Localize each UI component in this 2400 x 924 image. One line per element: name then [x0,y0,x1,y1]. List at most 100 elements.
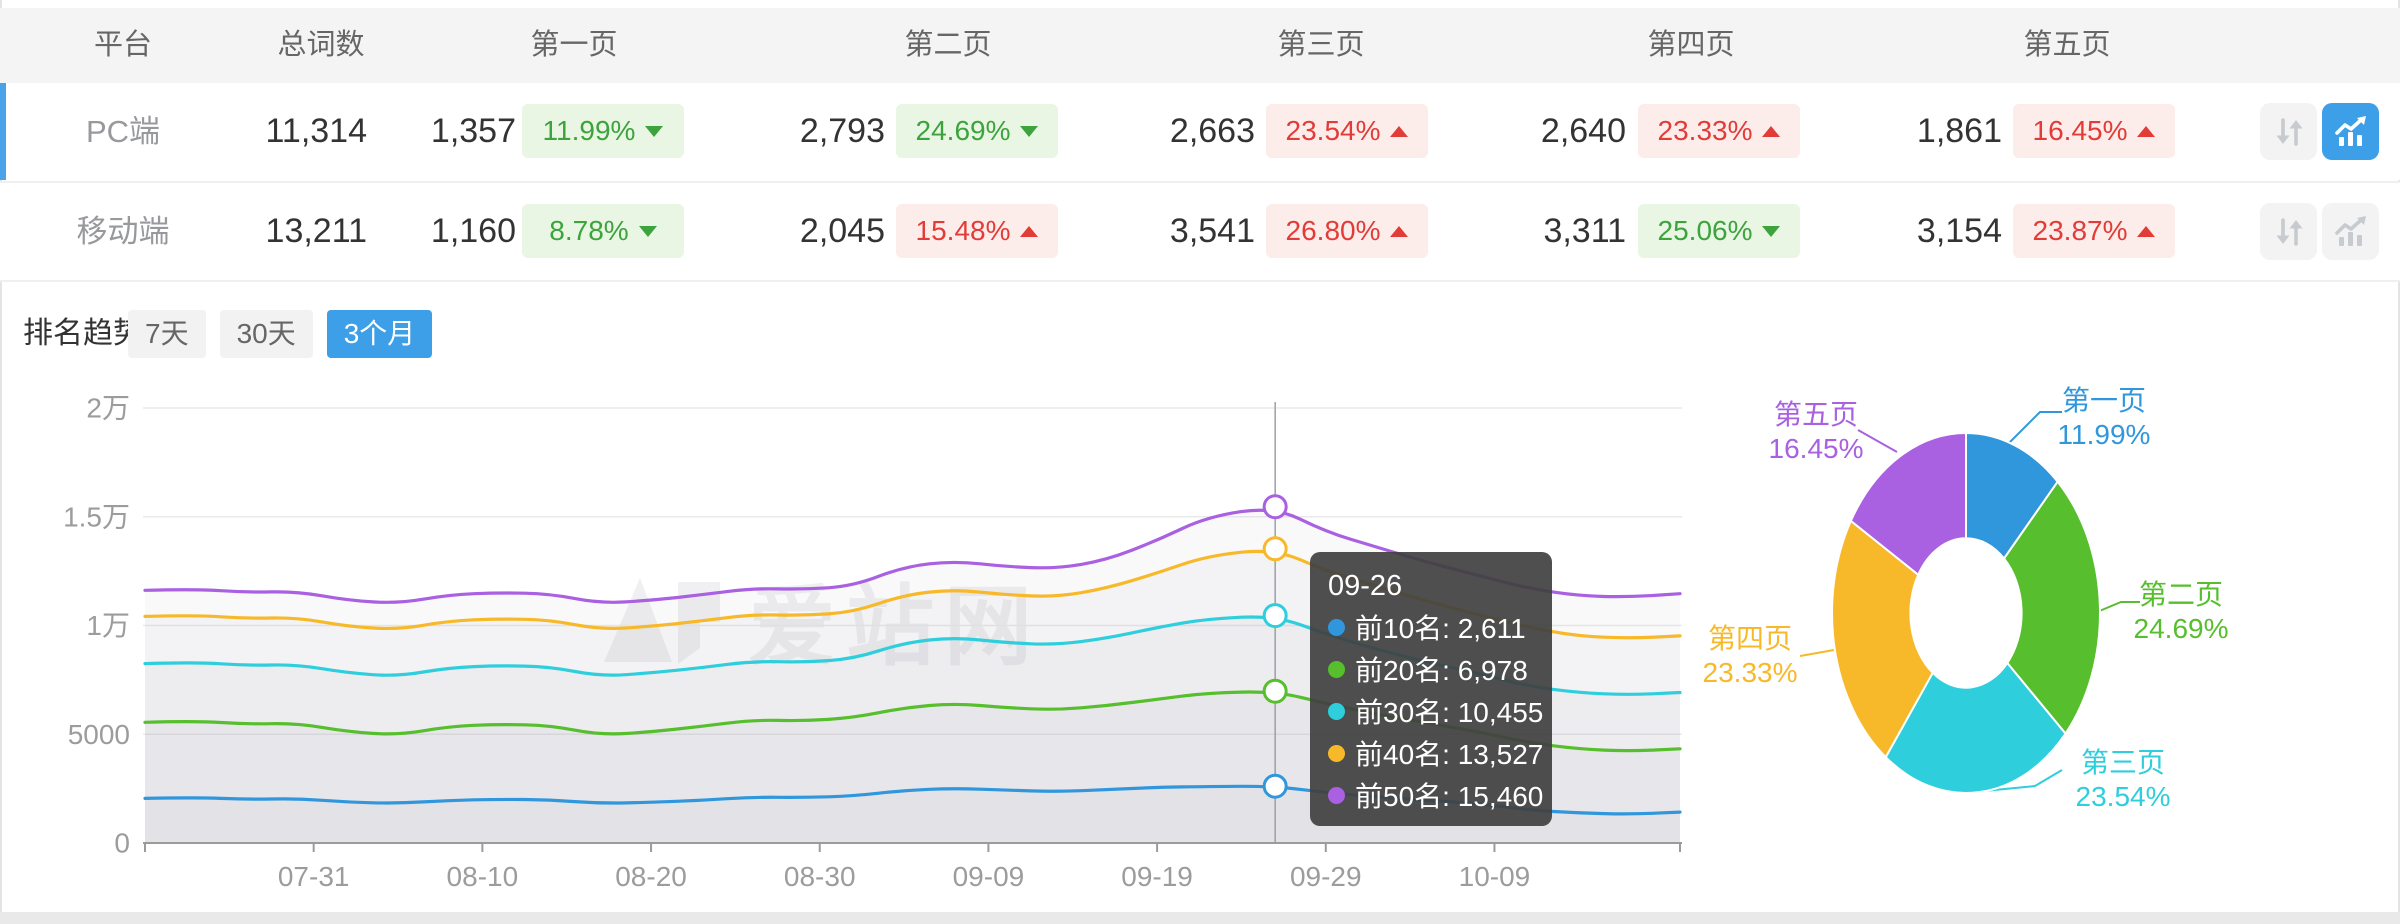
percent-value: 25.06% [1657,215,1753,246]
percent-value: 8.78% [549,215,629,246]
highlight-marker-前50名 [1262,494,1288,520]
arrow-down-icon [645,125,664,137]
platform-label: 移动端 [76,214,170,249]
tab-7-days[interactable]: 7天 [128,310,206,358]
column-header-page3: 第三页 [1277,29,1365,61]
page-distribution-donut-chart[interactable] [1700,380,2400,840]
x-axis-tick-label: 08-20 [615,861,687,892]
page5-count: 3,154 [1916,212,2002,250]
page4-percent-badge: 23.33% [1638,104,1800,158]
watermark: 爱站网 [598,556,1042,683]
rank-trend-title: 排名趋势 [23,317,143,350]
page1-count: 1,357 [430,112,516,150]
column-header-page1: 第一页 [530,29,618,61]
y-axis-tick-label: 2万 [86,393,130,424]
arrow-up-icon [1762,125,1781,137]
pie-segment-第二页[interactable] [2004,482,2100,734]
series-dot-icon [1328,618,1345,636]
page5-percent-badge: 16.45% [2013,104,2175,158]
highlight-marker-前20名 [1262,678,1288,704]
page3-count: 3,541 [1169,212,1255,250]
total-words-value: 11,314 [265,112,367,150]
series-area [145,691,1680,843]
tooltip-row-前10名: 前10名: 2,611 [1328,606,1534,648]
tooltip-row-前50名: 前50名: 15,460 [1328,774,1543,816]
percent-value: 16.45% [2032,115,2128,146]
page4-count: 3,311 [1543,212,1626,250]
tooltip-row-前20名: 前20名: 6,978 [1328,648,1534,690]
x-axis-tick-label: 08-10 [447,861,519,892]
percent-value: 15.48% [915,215,1011,246]
series-area [145,616,1680,843]
trend-range-tabs: 7天 30天 3个月 [128,310,433,358]
page3-percent-badge: 26.80% [1266,204,1428,258]
arrow-down-icon [1762,225,1781,237]
y-axis-tick-label: 0 [114,828,130,859]
tab-30-days[interactable]: 30天 [219,310,313,358]
percent-value: 11.99% [542,115,636,146]
highlight-marker-前40名 [1262,536,1288,562]
x-axis-tick-label: 09-09 [953,861,1025,892]
platform-label: PC端 [85,114,161,149]
series-dot-icon [1328,786,1345,804]
y-axis-tick-label: 1.5万 [63,501,130,532]
tooltip-row-前30名: 前30名: 10,455 [1328,690,1543,732]
rank-trend-line-chart[interactable]: 0 5000 1万 1.5万 2万 07-31 08-10 08-20 08-30 09-09 09… [0,380,1700,912]
pie-leader-page2 [2096,601,2140,613]
show-trend-chart-button[interactable] [2322,103,2379,160]
page3-percent-badge: 23.54% [1266,104,1428,158]
tooltip-row-text: 前10名: 2,611 [1355,613,1526,644]
tab-3-months[interactable]: 3个月 [326,310,433,358]
series-dot-icon [1328,702,1345,720]
tooltip-row-text: 前50名: 15,460 [1355,781,1544,812]
tooltip-row-前40名: 前40名: 13,527 [1328,732,1543,774]
x-axis-tick-label: 08-30 [784,861,856,892]
selected-row-indicator [0,83,6,180]
column-header-total-words: 总词数 [277,29,365,61]
percent-value: 23.33% [1657,115,1753,146]
show-trend-chart-button[interactable] [2322,203,2379,260]
page2-percent-badge: 24.69% [896,104,1058,158]
column-header-page2: 第二页 [904,29,992,61]
page2-percent-badge: 15.48% [896,204,1058,258]
table-row-pc[interactable]: PC端 11,314 1,357 11.99% 2,793 24.69% 2,663 23… [0,83,2400,180]
sort-button[interactable] [2260,103,2317,160]
percent-value: 24.69% [915,115,1011,146]
sort-arrows-icon [2276,117,2302,146]
arrow-up-icon [2137,125,2156,137]
percent-value: 23.54% [1285,115,1381,146]
pie-label-page4: 第四页 23.33% [1702,623,1798,688]
page2-count: 2,045 [799,212,885,250]
pie-segment-第四页[interactable] [1832,521,1933,757]
column-header-page5: 第五页 [2023,29,2111,61]
tooltip-row-text: 前20名: 6,978 [1355,655,1528,686]
arrow-down-icon [638,225,657,237]
tooltip-row-text: 前40名: 13,527 [1355,739,1544,770]
page4-percent-badge: 25.06% [1638,204,1800,258]
y-axis-tick-label: 1万 [86,610,130,641]
table-row-mobile[interactable]: 移动端 13,211 1,160 8.78% 2,045 15.48% 3,541 26.… [0,181,2400,280]
page1-percent-badge: 8.78% [522,204,684,258]
pie-segment-第三页[interactable] [1886,663,2066,793]
percent-value: 26.80% [1285,215,1381,246]
sort-arrows-icon [2276,217,2302,246]
page5-count: 1,861 [1916,112,2002,150]
arrow-up-icon [1020,225,1039,237]
arrow-up-icon [2137,225,2156,237]
tooltip-date: 09-26 [1328,570,1403,602]
pie-segment-第五页[interactable] [1851,433,1966,575]
pie-leader-page1 [2002,411,2062,450]
sort-button[interactable] [2260,203,2317,260]
x-axis-tick-label: 07-31 [278,861,350,892]
percent-value: 23.87% [2032,215,2128,246]
pie-leader-page3 [1983,769,2063,792]
column-header-page4: 第四页 [1647,29,1735,61]
page1-count: 1,160 [430,212,516,250]
total-words-value: 13,211 [265,212,367,250]
page4-count: 2,640 [1540,112,1626,150]
page3-count: 2,663 [1169,112,1255,150]
x-axis-tick-label: 09-29 [1290,861,1362,892]
tooltip-row-text: 前30名: 10,455 [1355,697,1544,728]
page1-percent-badge: 11.99% [522,104,684,158]
trend-chart-icon [2334,115,2366,146]
